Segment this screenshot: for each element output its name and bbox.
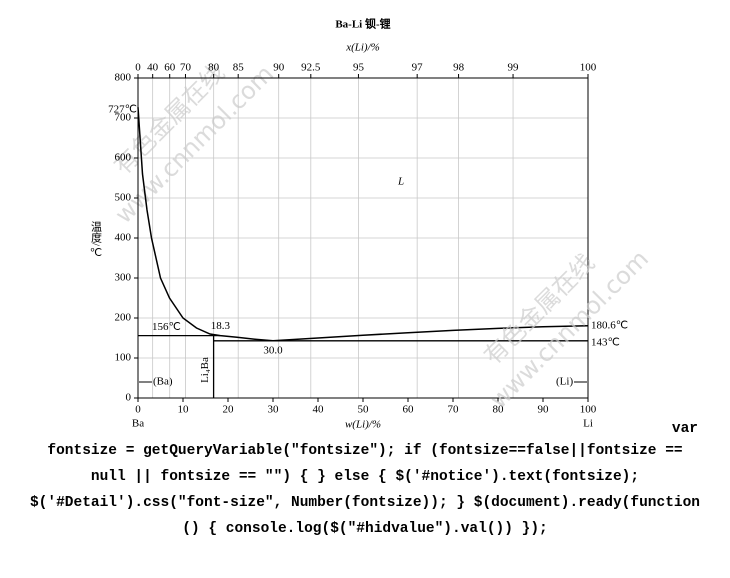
x2-tick-label: 90 — [273, 62, 285, 74]
isotherm-label: 143℃ — [591, 336, 620, 348]
x2-axis-label: x(Li)/% — [345, 42, 380, 54]
x-axis-label: w(Li)/% — [345, 419, 381, 431]
element-label: Li — [583, 418, 593, 430]
x-tick-label: 80 — [493, 404, 505, 416]
invariant-label: 30.0 — [263, 344, 283, 356]
x2-tick-label: 98 — [453, 62, 465, 74]
x-tick-label: 30 — [268, 404, 280, 416]
element-label: Ba — [132, 418, 144, 430]
invariant-label: 18.3 — [211, 320, 231, 332]
y-tick-label: 500 — [115, 192, 132, 204]
liquidus-line — [137, 107, 589, 342]
x2-tick-label: 70 — [180, 62, 192, 74]
x-tick-label: 40 — [313, 404, 325, 416]
code-line: () { console.log($("#hidvalue").val()) }… — [182, 521, 547, 537]
y-tick-label: 700 — [115, 112, 132, 124]
melting-point-label: 180.6℃ — [591, 319, 628, 331]
x-tick-label: 0 — [135, 404, 141, 416]
compound-label: Li₄Ba — [199, 357, 211, 383]
melting-point-label: 727℃ — [108, 104, 137, 116]
phase-label: (Li) — [556, 376, 573, 388]
x-tick-label: 90 — [538, 404, 550, 416]
phase-label: (Ba) — [153, 376, 173, 388]
x2-tick-label: 40 — [147, 62, 159, 74]
code-line: var — [672, 421, 698, 437]
x2-tick-label: 85 — [233, 62, 245, 74]
chart-title: Ba-Li 钡-锂 — [335, 17, 390, 31]
x2-tick-label: 100 — [580, 62, 597, 74]
y-tick-label: 200 — [115, 312, 132, 324]
x2-tick-label: 99 — [508, 62, 520, 74]
y-tick-label: 600 — [115, 152, 132, 164]
x2-tick-label: 80 — [208, 62, 220, 74]
x2-tick-label: 95 — [353, 62, 365, 74]
x2-tick-label: 92.5 — [301, 62, 321, 74]
x2-tick-label: 60 — [164, 62, 176, 74]
code-line: fontsize = getQueryVariable("fontsize");… — [47, 443, 682, 459]
x-tick-label: 60 — [403, 404, 415, 416]
isotherm-label: 156℃ — [152, 321, 181, 333]
x2-tick-label: 0 — [135, 62, 141, 74]
y-tick-label: 800 — [115, 72, 132, 84]
y-tick-label: 400 — [115, 232, 132, 244]
x-tick-label: 20 — [223, 404, 235, 416]
x-tick-label: 10 — [178, 404, 190, 416]
code-line: null || fontsize == "") { } else { $('#n… — [91, 469, 639, 485]
phase-label: L — [397, 176, 404, 188]
plot-frame — [137, 77, 589, 399]
x-tick-label: 100 — [580, 404, 597, 416]
y-tick-label: 300 — [115, 272, 132, 284]
y-tick-label: 100 — [115, 352, 132, 364]
code-line: $('#Detail').css("font-size", Number(fon… — [30, 495, 700, 511]
x-tick-label: 50 — [358, 404, 370, 416]
x2-tick-label: 97 — [412, 62, 424, 74]
y-axis-label: 温度/℃ — [89, 221, 102, 259]
y-tick-label: 0 — [126, 392, 132, 404]
x-tick-label: 70 — [448, 404, 460, 416]
